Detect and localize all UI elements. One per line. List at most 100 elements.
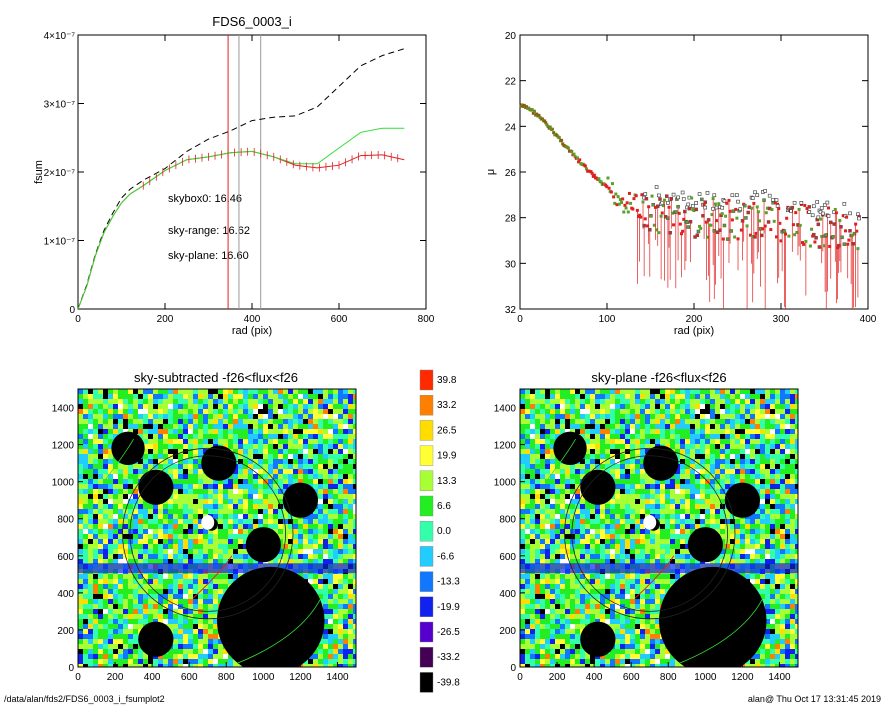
image-pixel [333,524,338,529]
image-pixel [118,544,123,549]
image-pixel [785,494,790,499]
image-pixel [765,439,770,444]
image-pixel [183,444,188,449]
image-pixel [203,539,208,544]
image-pixel [108,414,113,419]
image-pixel [198,599,203,604]
mu-data-point [795,230,799,234]
image-pixel [625,454,630,459]
image-pixel [163,524,168,529]
image-pixel [298,539,303,544]
image-y-tick-label: 400 [57,589,74,600]
image-pixel [293,439,298,444]
image-pixel [655,389,660,394]
image-pixel [193,519,198,524]
image-pixel [650,494,655,499]
image-pixel [218,649,223,654]
image-pixel [770,474,775,479]
image-x-tick-label: 1000 [252,672,275,683]
image-pixel [278,489,283,494]
image-pixel [680,444,685,449]
fsum-x-tick-label: 600 [331,314,348,325]
image-pixel [650,394,655,399]
image-pixel [188,404,193,409]
image-pixel [308,554,313,559]
image-pixel [303,404,308,409]
image-pixel [103,394,108,399]
image-pixel [93,404,98,409]
image-pixel [565,394,570,399]
image-pixel [565,494,570,499]
image-pixel [328,449,333,454]
image-pixel [640,489,645,494]
image-pixel [700,449,705,454]
image-pixel [168,474,173,479]
image-pixel [213,559,218,564]
image-pixel [318,479,323,484]
image-pixel [83,504,88,509]
image-pixel [585,419,590,424]
image-pixel [163,589,168,594]
image-pixel [203,529,208,534]
image-pixel [103,634,108,639]
image-pixel [715,439,720,444]
image-pixel [328,599,333,604]
image-pixel [695,479,700,484]
image-pixel [173,484,178,489]
image-pixel [775,469,780,474]
image-pixel [253,454,258,459]
image-pixel [328,404,333,409]
image-pixel [163,444,168,449]
image-pixel [625,409,630,414]
image-pixel [610,404,615,409]
image-pixel [103,629,108,634]
image-pixel [338,534,343,539]
image-pixel [620,489,625,494]
image-pixel [173,489,178,494]
image-pixel [273,419,278,424]
image-pixel [108,529,113,534]
mu-data-point [712,228,717,233]
mu-data-point [690,196,694,200]
image-pixel [253,474,258,479]
image-pixel [343,654,348,659]
image-pixel [725,479,730,484]
image-pixel [108,429,113,434]
mu-outline-point [666,201,670,205]
mu-data-point [615,203,619,207]
image-pixel [790,414,795,419]
image-pixel [525,454,530,459]
image-pixel [540,479,545,484]
image-pixel [348,409,353,414]
image-pixel [328,499,333,504]
image-pixel [695,439,700,444]
image-pixel [113,604,118,609]
image-pixel [218,554,223,559]
image-pixel [635,409,640,414]
image-pixel [108,394,113,399]
image-pixel [148,574,153,579]
image-pixel [785,399,790,404]
mu-outline-point [755,193,760,198]
image-pixel [298,394,303,399]
image-pixel [323,614,328,619]
image-pixel [303,529,308,534]
image-pixel [193,499,198,504]
image-pixel [353,554,356,559]
image-pixel [168,594,173,599]
image-pixel [203,424,208,429]
mu-data-point [784,232,788,236]
image-pixel [103,524,108,529]
image-pixel [93,479,98,484]
image-pixel [238,459,243,464]
image-pixel [203,589,208,594]
image-pixel [238,514,243,519]
image-pixel [263,399,268,404]
image-pixel [780,449,785,454]
image-pixel [133,589,138,594]
image-pixel [233,519,238,524]
image-pixel [735,439,740,444]
image-pixel [98,554,103,559]
image-pixel [655,414,660,419]
image-pixel [233,534,238,539]
